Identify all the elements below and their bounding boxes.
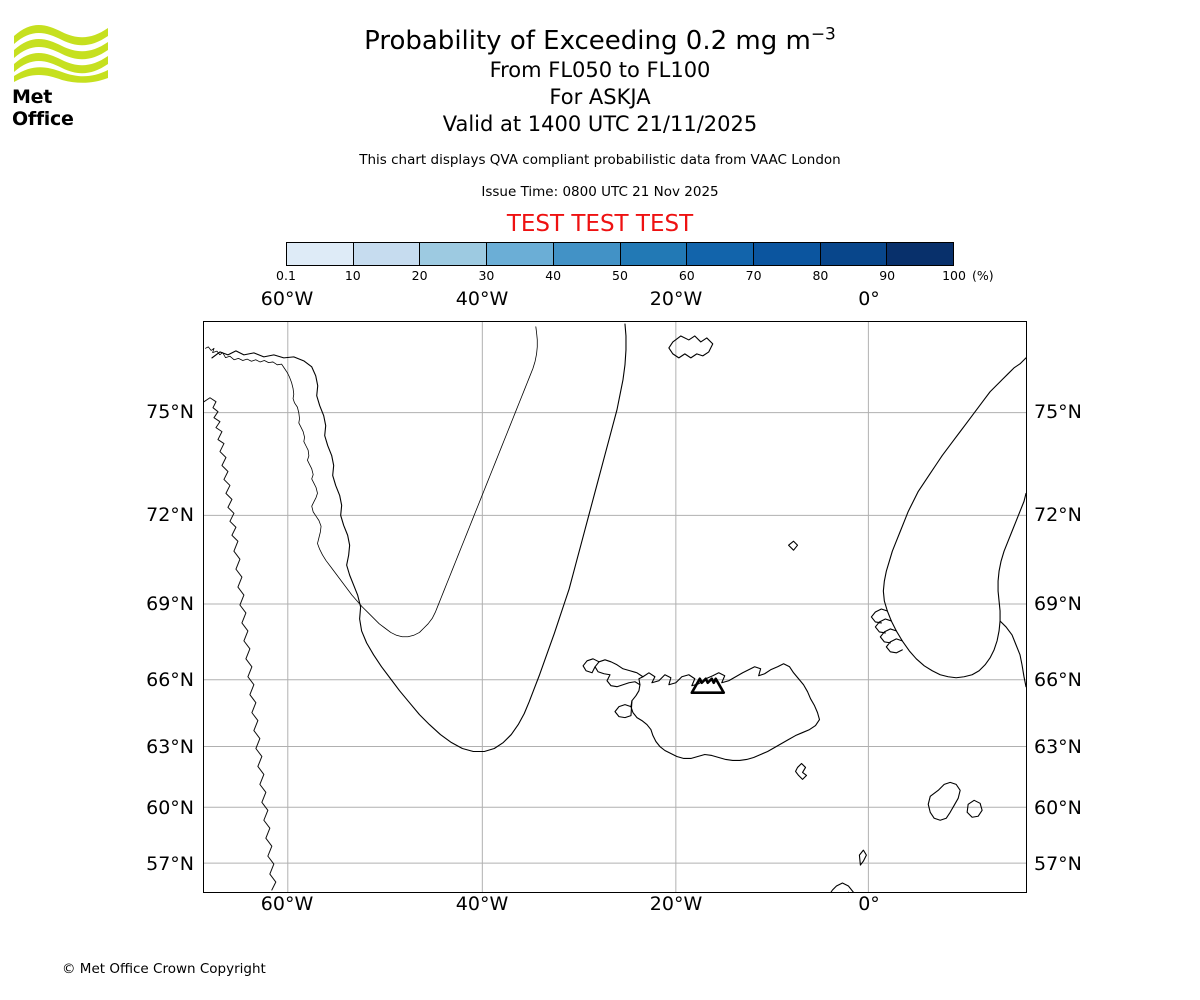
- lat-label-text: 63°N: [146, 736, 194, 758]
- met-office-logo-text: Met Office: [12, 86, 74, 130]
- colorbar-tick-40: 40: [545, 268, 562, 283]
- coastline-iceland-westfjords: [594, 659, 644, 688]
- colorbar-segments: [286, 242, 954, 266]
- colorbar-tick-50: 50: [612, 268, 628, 283]
- lon-label-60°W: 60°W: [260, 288, 314, 310]
- colorbar-segment-0: [287, 243, 353, 265]
- lon-label-40°W: 40°W: [455, 288, 509, 310]
- copyright-notice: © Met Office Crown Copyright: [62, 961, 266, 977]
- coastline-baltic: [999, 620, 1026, 688]
- colorbar-segment-1: [352, 243, 420, 265]
- lat-label-left-63°N: 63°N: [146, 736, 242, 758]
- coastline-greenland-west-islands: [204, 397, 277, 891]
- colorbar-segment-3: [486, 243, 553, 265]
- lat-label-text: 72°N: [146, 504, 194, 526]
- lat-label-text: 75°N: [146, 401, 194, 423]
- colorbar-tick-60: 60: [678, 268, 695, 283]
- page-title: Probability of Exceeding 0.2 mg m−3: [0, 26, 1200, 57]
- valid-time-subtitle: Valid at 1400 UTC 21/11/2025: [442, 112, 758, 136]
- lon-label-0°: 0°: [858, 893, 880, 915]
- lon-label-40°W: 40°W: [455, 893, 509, 915]
- lat-label-left-60°N: 60°N: [146, 797, 242, 819]
- lat-label-left-75°N: 75°N: [146, 401, 242, 423]
- coastline-denmark: [927, 781, 983, 821]
- coastline-iceland-sw-bays: [614, 700, 633, 719]
- lat-label-right-72°N: 72°N: [1034, 504, 1082, 526]
- colorbar-tick-90: 90: [879, 268, 896, 283]
- volcano-subtitle: For ASKJA: [549, 85, 651, 109]
- lat-label-left-72°N: 72°N: [146, 504, 242, 526]
- lon-label-20°W: 20°W: [649, 893, 703, 915]
- chart-title-block: Probability of Exceeding 0.2 mg m−3 From…: [0, 0, 1200, 238]
- lon-label-0°: 0°: [858, 288, 880, 310]
- probability-colorbar: [286, 242, 954, 266]
- lat-label-right-66°N: 66°N: [1034, 669, 1082, 691]
- colorbar-units-label: (%): [972, 268, 994, 283]
- lat-label-text: 57°N: [146, 853, 194, 875]
- page-title-text: Probability of Exceeding 0.2 mg m: [364, 26, 811, 56]
- colorbar-tick-0.1: 0.1: [276, 268, 296, 283]
- colorbar-segment-9: [886, 243, 954, 265]
- coastline-jan-mayen: [788, 540, 799, 551]
- lat-label-text: 60°N: [146, 797, 194, 819]
- colorbar-segment-5: [619, 243, 687, 265]
- issue-time-text: Issue Time: 0800 UTC 21 Nov 2025: [481, 184, 719, 200]
- coastline-iceland: [630, 663, 821, 762]
- coastline-great-britain: [830, 882, 854, 892]
- colorbar-segment-7: [752, 243, 820, 265]
- lat-label-left-66°N: 66°N: [146, 669, 242, 691]
- map-panel[interactable]: [203, 321, 1027, 893]
- coastline-iceland-nw-inlets: [582, 658, 600, 674]
- coastline-greenland-mass: [211, 323, 627, 753]
- met-office-wave-mark: [14, 25, 108, 83]
- flight-level-subtitle: From FL050 to FL100: [489, 58, 711, 82]
- lat-label-right-63°N: 63°N: [1034, 736, 1082, 758]
- map-canvas: [204, 322, 1026, 892]
- colorbar-segment-4: [552, 243, 620, 265]
- coastline-norway: [882, 357, 1026, 679]
- colorbar-tick-80: 80: [812, 268, 829, 283]
- map-frame: [203, 321, 1027, 893]
- lat-label-right-57°N: 57°N: [1034, 853, 1082, 875]
- map-gridlines: [204, 322, 1026, 892]
- colorbar-segment-2: [419, 243, 487, 265]
- colorbar-tick-70: 70: [745, 268, 762, 283]
- qva-compliance-note: This chart displays QVA compliant probab…: [359, 152, 841, 168]
- lat-label-right-60°N: 60°N: [1034, 797, 1082, 819]
- colorbar-tick-20: 20: [411, 268, 428, 283]
- lat-label-right-69°N: 69°N: [1034, 593, 1082, 615]
- colorbar-tick-30: 30: [478, 268, 495, 283]
- coastline-faroe-islands: [795, 762, 808, 780]
- coastline-shetland: [858, 849, 867, 866]
- lat-label-right-75°N: 75°N: [1034, 401, 1082, 423]
- coastline-svalbard: [668, 335, 714, 359]
- colorbar-tick-10: 10: [344, 268, 361, 283]
- lat-label-left-57°N: 57°N: [146, 853, 242, 875]
- coastline-norway-fjords: [870, 608, 903, 654]
- lat-label-text: 66°N: [146, 669, 194, 691]
- coastline-greenland: [205, 326, 538, 638]
- lon-label-20°W: 20°W: [649, 288, 703, 310]
- met-office-logo: Met Office: [12, 22, 110, 130]
- test-banner: TEST TEST TEST: [506, 211, 694, 237]
- colorbar-tick-100: 100: [942, 268, 966, 283]
- volcano-marker-askja[interactable]: [690, 677, 726, 694]
- page-title-exponent: −3: [810, 24, 836, 45]
- colorbar-segment-6: [686, 243, 753, 265]
- lon-label-60°W: 60°W: [260, 893, 314, 915]
- lat-label-text: 69°N: [146, 593, 194, 615]
- colorbar-tick-labels: 0.1 10 20 30 40 50 60 70 80 90 100: [276, 268, 966, 286]
- lat-label-left-69°N: 69°N: [146, 593, 242, 615]
- colorbar-segment-8: [819, 243, 887, 265]
